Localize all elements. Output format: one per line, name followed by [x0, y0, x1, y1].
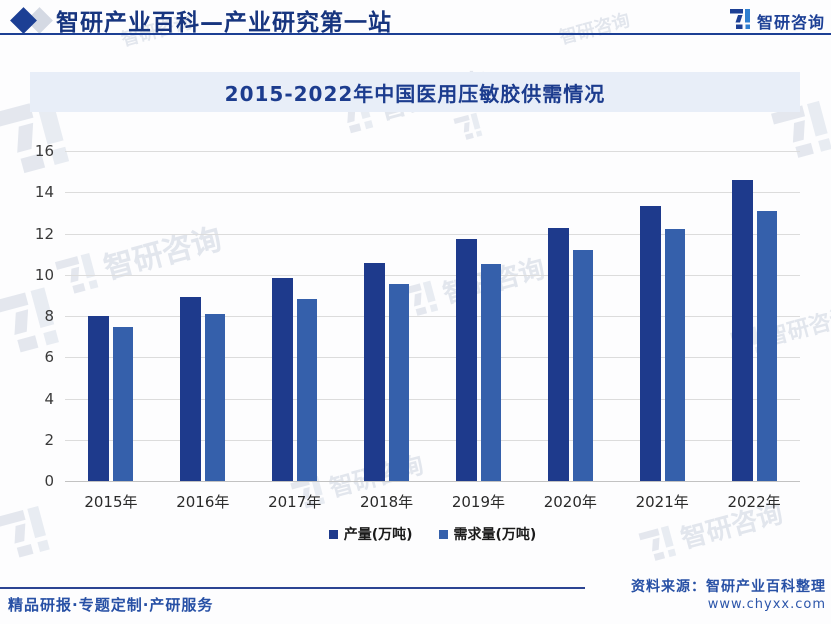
y-axis-tick: 4: [44, 389, 54, 408]
bar-production: [272, 277, 294, 481]
legend-label: 需求量(万吨): [453, 527, 537, 543]
gridline: [65, 398, 800, 400]
bar-demand: [297, 298, 318, 481]
bar-production: [547, 228, 569, 481]
bar-demand: [389, 284, 410, 481]
watermark: [0, 503, 53, 564]
gridline: [65, 274, 800, 276]
bar-production: [88, 316, 110, 481]
y-axis-tick: 0: [44, 472, 54, 490]
gridline: [65, 481, 800, 482]
chart-legend: 产量(万吨) 需求量(万吨): [65, 524, 800, 544]
gridline: [65, 151, 800, 152]
x-axis-tick: 2016年: [176, 493, 230, 511]
zhiyan-glyph-icon: [453, 112, 483, 140]
y-axis-tick: 12: [34, 224, 54, 243]
bar-group: [433, 151, 525, 481]
bar-group: [65, 151, 157, 481]
bar-demand: [664, 229, 685, 481]
bar-group: [524, 151, 616, 481]
brand-logo: 智研咨询: [729, 8, 825, 34]
legend-label: 产量(万吨): [343, 527, 413, 543]
gridline: [65, 316, 800, 317]
legend-swatch-icon: [328, 529, 338, 539]
brand-name: 智研咨询: [756, 13, 825, 32]
bar-group: [249, 151, 341, 481]
x-axis-tick: 2019年: [451, 493, 506, 511]
gridline: [65, 192, 800, 194]
y-axis-tick: 10: [34, 265, 54, 284]
y-axis-tick: 14: [34, 183, 54, 202]
y-axis-tick: 8: [44, 307, 54, 325]
website-url: www.chyxx.com: [707, 597, 826, 612]
bar-group: [157, 151, 249, 481]
footer-divider: [0, 587, 585, 589]
footer-slogan: 精品研报·专题定制·产研服务: [8, 596, 214, 614]
bar-demand: [480, 264, 501, 481]
bar-production: [455, 238, 477, 481]
zhiyan-glyph-icon: [0, 505, 50, 558]
bar-production: [639, 205, 661, 481]
diamond-navy-icon: [10, 7, 37, 34]
x-axis-tick: 2017年: [268, 493, 322, 511]
x-axis-tick: 2022年: [727, 493, 781, 511]
x-axis-tick: 2015年: [84, 493, 138, 511]
watermark: [452, 111, 484, 143]
bar-demand: [756, 210, 777, 481]
bar-production: [731, 179, 753, 481]
bar-group: [708, 151, 800, 481]
gridline: [65, 233, 800, 235]
bar-demand: [205, 313, 226, 481]
zhiyan-glyph-icon: [729, 9, 750, 29]
x-axis-labels: 2015年 2016年 2017年 2018年 2019年 2020年 2021年 2022年: [65, 491, 800, 512]
bar-group: [341, 151, 433, 481]
x-axis-tick: 2021年: [635, 493, 689, 511]
brand-diamond-icon: [8, 6, 60, 34]
zhiyan-logo-icon: [729, 8, 751, 34]
x-axis-tick: 2018年: [359, 493, 414, 511]
chart-title: 2015-2022年中国医用压敏胶供需情况: [224, 81, 606, 106]
header: 智研产业百科—产业研究第一站 智研咨询: [0, 0, 831, 36]
x-axis-tick: 2020年: [543, 493, 597, 511]
bar-production: [364, 263, 386, 481]
y-axis-tick: 16: [34, 142, 54, 160]
bars-layer: [65, 151, 800, 481]
bar-demand: [572, 250, 593, 481]
legend-item: 需求量(万吨): [438, 524, 537, 544]
bar-production: [180, 297, 202, 481]
site-title: 智研产业百科—产业研究第一站: [56, 10, 392, 36]
bar-group: [616, 151, 708, 481]
y-axis-tick: 6: [44, 348, 54, 367]
legend-swatch-icon: [438, 529, 448, 539]
chart-title-band: 2015-2022年中国医用压敏胶供需情况: [30, 72, 800, 112]
legend-item: 产量(万吨): [328, 524, 413, 544]
y-axis-tick: 2: [44, 430, 54, 449]
header-divider: [0, 33, 831, 35]
bar-demand: [113, 327, 134, 481]
gridline: [65, 439, 800, 441]
gridline: [65, 357, 800, 359]
data-source: 资料来源：智研产业百科整理: [631, 579, 826, 595]
